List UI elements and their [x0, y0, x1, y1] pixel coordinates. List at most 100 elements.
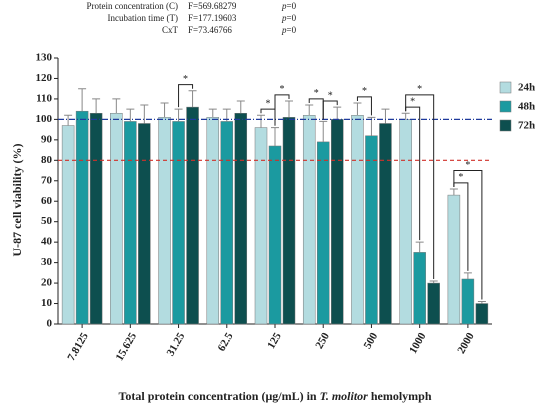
bar	[186, 106, 199, 325]
error-bar	[208, 108, 217, 118]
x-tick-label: 62.5	[216, 330, 236, 353]
y-tick-label: 110	[36, 92, 52, 104]
error-bar	[333, 106, 342, 120]
stat-f: F=569.68279	[188, 1, 237, 11]
x-tick-label: 31.25	[165, 330, 188, 358]
error-bar	[463, 272, 472, 279]
error-bar	[415, 241, 424, 253]
x-tick-label: 125	[265, 330, 284, 351]
stat-f: F=73.46766	[188, 25, 232, 35]
error-bar	[160, 102, 169, 118]
significance-label: *	[266, 98, 271, 109]
bar	[138, 123, 151, 325]
error-bar	[174, 108, 183, 122]
bar	[254, 127, 268, 325]
stat-p: p=0	[281, 13, 297, 23]
y-tick-label: 70	[41, 174, 53, 186]
stat-label: Protein concentration (C)	[87, 1, 178, 11]
significance-label: *	[417, 84, 422, 95]
error-bar	[429, 280, 438, 284]
significance-bracket	[356, 96, 372, 116]
error-bar	[112, 98, 121, 114]
bar	[172, 121, 185, 325]
bar	[158, 117, 171, 325]
error-bar	[401, 112, 410, 120]
bar	[475, 303, 489, 325]
p-value: =0	[287, 25, 297, 35]
x-tick-label: 1000	[407, 330, 429, 355]
bar	[75, 110, 89, 325]
bar	[110, 112, 123, 325]
x-title-part: Total protein concentration (μg/mL) in	[118, 389, 319, 403]
x-tick-label: 2000	[455, 330, 477, 355]
bar	[234, 112, 248, 325]
significance-label: *	[183, 74, 188, 85]
y-tick-label: 10	[41, 297, 53, 309]
error-bar	[188, 90, 197, 108]
significance-bracket	[453, 170, 483, 300]
x-tick-label: 7.8125	[65, 330, 91, 363]
x-tick-label: 500	[362, 330, 381, 351]
x-axis-title: Total protein concentration (μg/mL) in T…	[118, 389, 431, 403]
y-tick-label: 30	[41, 256, 53, 268]
significance-label: *	[280, 84, 285, 95]
error-bar	[257, 114, 265, 128]
y-tick-label: 40	[41, 236, 53, 248]
bar	[427, 282, 440, 325]
bar	[268, 145, 282, 325]
bar	[399, 119, 412, 325]
p-symbol: p	[281, 25, 287, 35]
stat-p: p=0	[281, 25, 297, 35]
significance-bracket	[322, 100, 338, 120]
stat-p: p=0	[281, 1, 297, 11]
bar	[413, 252, 426, 325]
bar	[61, 125, 75, 325]
significance-bracket	[405, 94, 435, 280]
bar	[330, 119, 344, 325]
error-bar	[126, 108, 135, 122]
significance-bracket	[260, 108, 276, 126]
error-bar	[449, 188, 458, 196]
y-tick-label: 90	[41, 133, 53, 145]
error-bar	[271, 127, 279, 146]
error-bar	[236, 100, 245, 114]
bar	[316, 141, 330, 325]
error-bar	[367, 116, 376, 136]
x-tick-label: 15.625	[114, 330, 140, 363]
significance-label: *	[410, 96, 415, 107]
error-bar	[477, 300, 486, 304]
bar	[302, 115, 316, 325]
stat-f: F=177.19603	[188, 13, 237, 23]
bar	[206, 117, 220, 325]
error-bar	[78, 88, 87, 112]
legend-label: 72h	[518, 120, 535, 132]
y-tick-label: 0	[47, 318, 53, 330]
bar	[89, 112, 103, 325]
y-tick-label: 60	[41, 195, 53, 207]
y-tick-label: 20	[41, 277, 53, 289]
bar	[447, 194, 461, 325]
bar	[282, 117, 296, 325]
y-tick-label: 50	[41, 215, 53, 227]
y-tick-label: 100	[36, 113, 53, 125]
x-title-part: hemolymph	[368, 389, 432, 403]
significance-bracket	[178, 84, 194, 108]
bar	[351, 115, 364, 325]
stat-label: Incubation time (T)	[108, 13, 178, 23]
significance-label: *	[458, 172, 463, 183]
error-bar	[285, 100, 293, 118]
error-bar	[92, 98, 101, 114]
significance-label: *	[328, 90, 333, 101]
significance-label: *	[465, 160, 470, 171]
bar	[461, 278, 475, 325]
legend-swatch	[499, 119, 512, 132]
error-bar	[319, 120, 328, 142]
legend-label: 48h	[518, 101, 535, 113]
error-bar	[353, 102, 362, 116]
bar	[220, 121, 234, 325]
significance-label: *	[362, 86, 367, 97]
p-symbol: p	[281, 13, 287, 23]
stat-label: CxT	[162, 25, 179, 35]
p-value: =0	[287, 13, 297, 23]
